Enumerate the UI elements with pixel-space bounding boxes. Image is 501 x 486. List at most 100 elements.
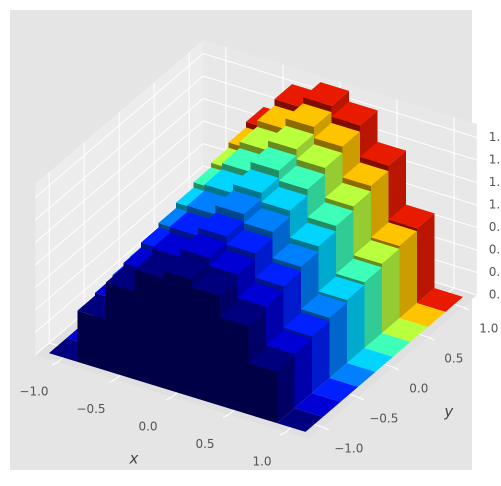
bar-top bbox=[325, 182, 371, 207]
bars bbox=[49, 82, 463, 432]
bar-top bbox=[296, 144, 343, 169]
y-tick-label: 1.0 bbox=[479, 322, 498, 336]
bar-side bbox=[312, 321, 330, 394]
bar-side bbox=[382, 248, 400, 334]
bar bbox=[312, 378, 358, 402]
bar-top bbox=[261, 186, 308, 211]
bar-top bbox=[215, 190, 262, 215]
z-tick-label: 1.25 bbox=[489, 175, 501, 189]
bar-front bbox=[106, 282, 135, 380]
bar-side bbox=[364, 267, 382, 349]
y-axis-label: y bbox=[443, 403, 454, 421]
grid-line bbox=[34, 143, 204, 288]
bar-side bbox=[399, 231, 417, 319]
bar-top bbox=[388, 204, 435, 229]
y-tick-label: 0.0 bbox=[409, 382, 428, 396]
grid-line bbox=[34, 98, 204, 243]
bar-top bbox=[342, 162, 389, 187]
bar-top bbox=[360, 141, 406, 166]
bar bbox=[399, 303, 446, 327]
bar-top bbox=[180, 233, 227, 258]
tick-mark bbox=[165, 396, 173, 401]
bar-top bbox=[399, 303, 446, 327]
labels: −1.0 −0.5 0.0 0.5 1.0 −1.0 −0.5 0.0 0.5 1.0 0.00 0.… bbox=[19, 130, 501, 469]
tick-mark bbox=[462, 306, 470, 311]
bar-top bbox=[290, 222, 336, 247]
z-tick-label: 0.50 bbox=[489, 243, 501, 257]
tick-mark bbox=[222, 414, 230, 418]
bar-top bbox=[237, 282, 284, 307]
z-tick-label: 1.50 bbox=[489, 153, 501, 167]
y-tick-label: −1.0 bbox=[334, 442, 363, 456]
grid-line bbox=[34, 120, 204, 266]
bar-top bbox=[244, 208, 290, 232]
z-tick-label: 0.25 bbox=[489, 265, 501, 279]
bar-side bbox=[277, 356, 295, 424]
grid-line bbox=[34, 165, 204, 311]
tick-mark bbox=[357, 396, 365, 401]
bar-top bbox=[312, 378, 358, 402]
bar-top bbox=[318, 276, 365, 301]
bar-top bbox=[303, 82, 349, 106]
bar-top bbox=[314, 122, 360, 147]
y-tick-label: 0.5 bbox=[444, 352, 463, 366]
bar-top bbox=[331, 101, 378, 126]
bar-front bbox=[191, 287, 220, 406]
bar bbox=[294, 393, 341, 417]
bar-side bbox=[294, 339, 312, 409]
bar bbox=[329, 363, 376, 387]
tick-mark bbox=[108, 379, 116, 383]
bar-top bbox=[277, 408, 323, 432]
grid-line bbox=[34, 53, 204, 198]
bar-top bbox=[248, 348, 295, 372]
tick-mark bbox=[322, 426, 330, 431]
x-tick-label: −0.5 bbox=[76, 402, 105, 416]
z-tick-label: 0.00 bbox=[489, 288, 501, 302]
bar-top bbox=[226, 229, 273, 254]
bar-top bbox=[198, 212, 244, 237]
bar bbox=[382, 318, 428, 342]
z-tick-label: 1.00 bbox=[489, 198, 501, 212]
bar-top bbox=[191, 272, 238, 296]
bar-top bbox=[371, 222, 417, 247]
y-tick-label: −0.5 bbox=[369, 412, 398, 426]
tick-mark bbox=[392, 366, 400, 371]
tick-mark bbox=[279, 431, 287, 436]
bar bbox=[364, 333, 411, 357]
bar bbox=[417, 288, 463, 312]
bar-top bbox=[233, 169, 279, 193]
bar-top bbox=[329, 363, 376, 387]
bar-top bbox=[307, 202, 354, 226]
bar-top bbox=[279, 165, 325, 190]
bar-top bbox=[255, 262, 301, 287]
bar-top bbox=[353, 240, 400, 264]
bar-front bbox=[134, 269, 163, 389]
bar-top bbox=[266, 330, 312, 355]
bar-top bbox=[285, 103, 332, 128]
bar-top bbox=[417, 288, 463, 312]
grid-line bbox=[34, 75, 204, 221]
x-axis-label: x bbox=[129, 450, 139, 468]
bar bbox=[347, 348, 393, 372]
bar-top bbox=[336, 258, 382, 283]
bar-top bbox=[301, 294, 347, 318]
tick-mark bbox=[427, 336, 435, 341]
bar bbox=[248, 348, 295, 424]
bar-front bbox=[220, 317, 249, 415]
bar-top bbox=[250, 146, 297, 171]
z-tick-label: 1.75 bbox=[489, 130, 501, 144]
z-tick-label: 0.75 bbox=[489, 220, 501, 234]
bar-top bbox=[209, 250, 255, 275]
bar-top bbox=[294, 393, 341, 417]
bar-top bbox=[163, 256, 209, 280]
bar-front bbox=[248, 363, 277, 424]
bar-side bbox=[347, 285, 365, 364]
tick-mark bbox=[51, 361, 59, 366]
bar-top bbox=[283, 312, 330, 337]
bar-top bbox=[268, 125, 314, 150]
x-tick-label: 1.0 bbox=[252, 455, 271, 469]
x-tick-label: 0.5 bbox=[195, 437, 214, 451]
x-tick-label: 0.0 bbox=[138, 420, 157, 434]
bar-top bbox=[364, 333, 411, 357]
